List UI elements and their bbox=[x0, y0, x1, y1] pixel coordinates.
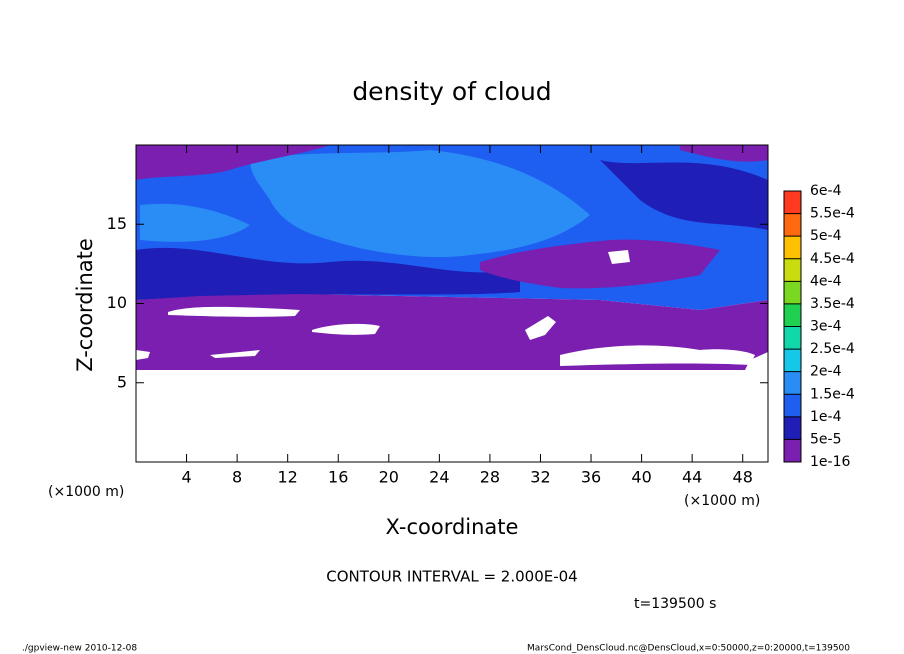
contour-region bbox=[140, 203, 250, 242]
x-axis-label: X-coordinate bbox=[386, 515, 519, 539]
x-tick-label: 44 bbox=[682, 468, 702, 487]
contour-region bbox=[136, 145, 330, 180]
colorbar-box bbox=[784, 236, 801, 259]
x-tick-label: 8 bbox=[232, 468, 242, 487]
y-axis-label: Z-coordinate bbox=[73, 238, 97, 372]
contour-region bbox=[250, 150, 590, 258]
x-tick-label: 40 bbox=[631, 468, 651, 487]
y-tick-label: 5 bbox=[117, 372, 127, 391]
colorbar-label: 5e-5 bbox=[810, 431, 841, 447]
colorbar-box bbox=[784, 258, 801, 282]
colorbar-label: 4e-4 bbox=[810, 273, 842, 289]
x-tick-label: 20 bbox=[379, 468, 399, 487]
contour-field bbox=[136, 145, 768, 462]
colorbar-label: 1e-4 bbox=[810, 409, 842, 425]
x-tick-label: 16 bbox=[328, 468, 348, 487]
colorbar-box bbox=[784, 303, 801, 327]
colorbar-box bbox=[784, 281, 801, 304]
empty-region bbox=[525, 316, 556, 340]
x-tick-label: 32 bbox=[530, 468, 550, 487]
chart-title: density of cloud bbox=[352, 77, 551, 106]
time-label: t=139500 s bbox=[634, 596, 716, 612]
colorbar-box bbox=[784, 326, 801, 350]
contour-region bbox=[680, 145, 768, 162]
contour-interval: CONTOUR INTERVAL = 2.000E-04 bbox=[326, 568, 577, 586]
footer-right: MarsCond_DensCloud.nc@DensCloud,x=0:5000… bbox=[527, 644, 850, 654]
colorbar-label: 2e-4 bbox=[810, 364, 842, 380]
colorbar-box bbox=[784, 394, 801, 417]
y-tick-label: 15 bbox=[107, 214, 127, 233]
colorbar-label: 1.5e-4 bbox=[810, 386, 855, 402]
footer-left: ./gpview-new 2010-12-08 bbox=[22, 644, 137, 654]
colorbar-label: 3e-4 bbox=[810, 319, 842, 335]
colorbar-label: 6e-4 bbox=[810, 183, 842, 199]
colorbar-box bbox=[784, 371, 801, 395]
x-tick-label: 36 bbox=[581, 468, 601, 487]
contour-region bbox=[600, 160, 768, 230]
colorbar-box bbox=[784, 439, 801, 462]
x-unit-label: (×1000 m) bbox=[48, 484, 124, 500]
x-tick-label: 24 bbox=[429, 468, 449, 487]
empty-region bbox=[560, 345, 755, 366]
colorbar-label: 3.5e-4 bbox=[810, 296, 855, 312]
x-tick-label: 48 bbox=[733, 468, 753, 487]
empty-region bbox=[168, 306, 300, 317]
colorbar-label: 5e-4 bbox=[810, 228, 842, 244]
colorbar-label: 4.5e-4 bbox=[810, 251, 855, 267]
empty-region bbox=[312, 323, 380, 335]
colorbar-box bbox=[784, 416, 801, 440]
x-unit-label: (×1000 m) bbox=[684, 493, 760, 509]
x-tick-label: 12 bbox=[278, 468, 298, 487]
x-tick-label: 28 bbox=[480, 468, 500, 487]
colorbar-label: 5.5e-4 bbox=[810, 206, 855, 222]
contour-region bbox=[136, 247, 520, 300]
colorbar-box bbox=[784, 349, 801, 372]
contour-region bbox=[480, 239, 720, 289]
empty-region bbox=[210, 350, 260, 358]
colorbar-box bbox=[784, 213, 801, 237]
y-tick-label: 10 bbox=[107, 293, 127, 312]
empty-region bbox=[136, 370, 768, 462]
x-tick-label: 4 bbox=[181, 468, 191, 487]
colorbar-box bbox=[784, 191, 801, 214]
colorbar-label: 2.5e-4 bbox=[810, 341, 855, 357]
empty-region bbox=[608, 250, 630, 264]
empty-region bbox=[136, 350, 150, 360]
colorbar-label: 1e-16 bbox=[810, 454, 850, 470]
